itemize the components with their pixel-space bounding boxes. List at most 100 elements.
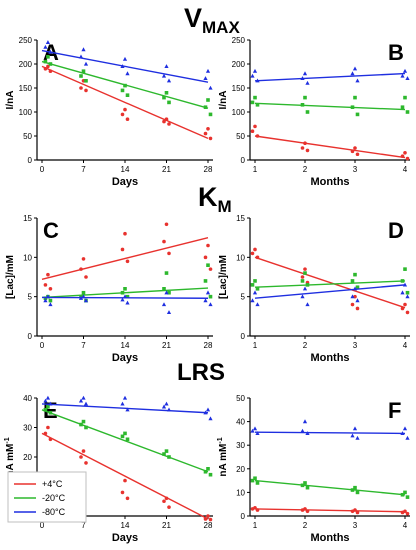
- data-point: [125, 259, 130, 264]
- data-point: [250, 428, 255, 433]
- y-axis-label-exponent: -1: [4, 437, 11, 443]
- panel-f: 0 10 20 30 40 50 1 2 3 4 Months nA mM-1 F: [217, 394, 410, 544]
- data-point: [43, 431, 48, 436]
- data-point: [84, 79, 88, 83]
- data-point: [122, 56, 128, 61]
- data-point: [253, 247, 257, 252]
- data-point: [166, 78, 172, 83]
- panel-letter: D: [388, 218, 404, 243]
- data-point: [125, 437, 130, 442]
- data-point: [305, 80, 310, 85]
- data-point: [120, 247, 125, 252]
- fit-line: [254, 280, 406, 288]
- y-tick-label: 250: [19, 36, 33, 45]
- data-point: [166, 407, 172, 412]
- data-point: [250, 129, 255, 133]
- x-tick-label: 21: [162, 341, 171, 350]
- y-tick-label: 0: [241, 332, 246, 341]
- panel-b: 0 50 100 150 200 250 1 2 3 4 Months I/nA B: [218, 36, 410, 188]
- data-point: [208, 136, 213, 141]
- data-point: [400, 431, 405, 435]
- data-point: [125, 496, 130, 501]
- data-point: [162, 239, 166, 244]
- x-tick-label: 0: [40, 341, 45, 350]
- data-point: [355, 510, 360, 515]
- data-point: [350, 279, 355, 283]
- data-point: [46, 272, 50, 277]
- data-point: [206, 263, 210, 267]
- data-point: [300, 76, 305, 80]
- fit-line: [41, 49, 209, 83]
- data-point: [352, 286, 358, 291]
- y-tick-label: 50: [236, 132, 245, 141]
- data-point: [352, 66, 358, 71]
- data-point: [45, 40, 51, 44]
- data-point: [122, 395, 128, 400]
- panel-e: 01020304007142128DaysnA mM-1E: [4, 394, 213, 544]
- data-point: [123, 431, 127, 436]
- data-point: [206, 514, 210, 518]
- x-axis-label: Days: [112, 532, 138, 544]
- data-point: [123, 478, 127, 483]
- data-point: [255, 103, 260, 107]
- x-tick-label: 7: [81, 165, 86, 174]
- data-point: [48, 62, 53, 66]
- y-axis-label: [Lac]/mM: [5, 255, 16, 299]
- y-tick-label: 250: [232, 36, 246, 45]
- x-tick-label: 3: [353, 521, 358, 530]
- data-point: [203, 469, 208, 474]
- data-point: [305, 283, 310, 287]
- data-point: [162, 287, 166, 291]
- data-point: [208, 85, 213, 90]
- data-point: [48, 302, 53, 307]
- vmax-heading-sub: MAX: [202, 18, 240, 37]
- x-axis-label: Months: [310, 352, 349, 364]
- data-point: [205, 68, 211, 73]
- series-minus80c: [250, 282, 410, 307]
- data-point: [353, 146, 357, 150]
- data-point: [305, 110, 310, 114]
- legend-label: +4°C: [42, 479, 63, 489]
- data-point: [164, 401, 169, 406]
- data-point: [48, 287, 53, 291]
- data-point: [167, 122, 171, 126]
- data-point: [81, 257, 86, 261]
- data-point: [302, 419, 308, 424]
- y-tick-label: 50: [236, 394, 245, 403]
- data-point: [353, 272, 357, 277]
- y-tick-label: 150: [19, 84, 33, 93]
- data-point: [300, 103, 305, 107]
- data-point: [355, 152, 360, 157]
- data-point: [120, 401, 125, 406]
- data-point: [355, 306, 360, 311]
- fit-line: [254, 508, 406, 513]
- data-point: [255, 302, 260, 307]
- data-point: [122, 294, 128, 299]
- y-axis-label-exponent: -1: [217, 437, 224, 443]
- x-tick-label: 2: [303, 165, 308, 174]
- data-point: [43, 67, 48, 71]
- panel-letter: F: [388, 398, 401, 423]
- data-point: [123, 83, 127, 88]
- panel-letter: B: [388, 40, 404, 65]
- data-point: [167, 505, 171, 509]
- data-point: [350, 294, 355, 299]
- x-tick-label: 0: [40, 165, 45, 174]
- series-minus80c: [250, 419, 410, 440]
- y-axis-label: I/nA: [5, 91, 16, 110]
- fit-line: [254, 284, 406, 299]
- data-point: [255, 431, 260, 435]
- x-axis-label: Days: [112, 352, 138, 364]
- x-tick-label: 4: [403, 341, 408, 350]
- data-point: [83, 298, 89, 303]
- data-point: [164, 117, 169, 121]
- data-point: [167, 100, 171, 105]
- data-point: [305, 509, 310, 514]
- data-point: [120, 297, 125, 302]
- data-point: [206, 98, 210, 102]
- data-point: [125, 93, 130, 97]
- series-minus20c: [41, 55, 213, 117]
- y-tick-label: 100: [19, 108, 33, 117]
- data-point: [125, 71, 130, 76]
